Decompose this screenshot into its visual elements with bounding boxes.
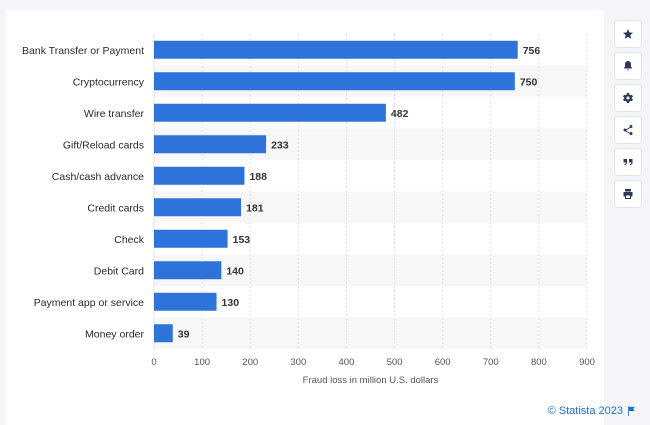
sidebar-toolbar [614,20,644,212]
bar [154,166,245,185]
data-label: 750 [520,76,538,88]
bar [154,40,518,59]
bar [154,198,242,217]
data-label: 233 [271,139,289,151]
settings-button[interactable] [614,84,642,112]
bell-icon [624,61,632,71]
category-label: Payment app or service [34,297,144,309]
category-label: Money order [85,328,144,340]
bar [154,324,173,343]
data-label: 39 [178,328,190,340]
category-label: Wire transfer [84,108,145,120]
row-band [154,254,587,286]
statista-credit[interactable]: © Statista 2023 [548,405,636,417]
x-tick-label: 200 [242,357,258,368]
x-tick-label: 0 [151,357,156,368]
favorite-button[interactable] [614,20,642,48]
data-label: 181 [246,202,264,214]
cite-button[interactable] [614,148,642,176]
print-icon [623,189,633,199]
bar [154,103,386,122]
data-label: 188 [249,171,267,183]
chart-card: Bank Transfer or Payment 756 Cryptocurrenc… [6,10,604,425]
credit-text: © Statista 2023 [547,405,623,417]
flag-icon [628,406,635,416]
star-icon [623,29,633,39]
share-icon [623,125,633,135]
x-tick-label: 700 [483,357,499,368]
x-tick-label: 300 [290,357,306,368]
bar [154,135,267,154]
x-tick-label: 500 [387,357,403,368]
gear-icon [623,93,633,103]
bar [154,292,217,311]
bar [154,72,515,91]
quote-icon [623,159,633,165]
category-label: Bank Transfer or Payment [22,45,144,57]
category-label: Debit Card [94,265,144,277]
x-tick-label: 600 [435,357,451,368]
x-tick-label: 400 [339,357,355,368]
bar [154,261,222,280]
share-button[interactable] [614,116,642,144]
x-tick-label: 800 [531,357,547,368]
category-label: Credit cards [87,202,144,214]
category-label: Cryptocurrency [73,76,145,88]
data-label: 756 [523,45,541,57]
category-label: Cash/cash advance [52,171,144,183]
category-label: Check [114,234,145,246]
data-label: 153 [233,234,251,246]
bar [154,229,228,248]
row-band [154,317,587,349]
bar-chart: Bank Transfer or Payment 756 Cryptocurrenc… [22,34,595,386]
notification-button[interactable] [614,52,642,80]
data-label: 140 [226,265,244,277]
x-axis-title: Fraud loss in million U.S. dollars [303,375,439,386]
category-label: Gift/Reload cards [63,139,144,151]
x-tick-label: 900 [579,357,595,368]
print-button[interactable] [614,180,642,208]
x-tick-label: 100 [194,357,210,368]
data-label: 130 [222,297,240,309]
data-label: 482 [391,108,409,120]
